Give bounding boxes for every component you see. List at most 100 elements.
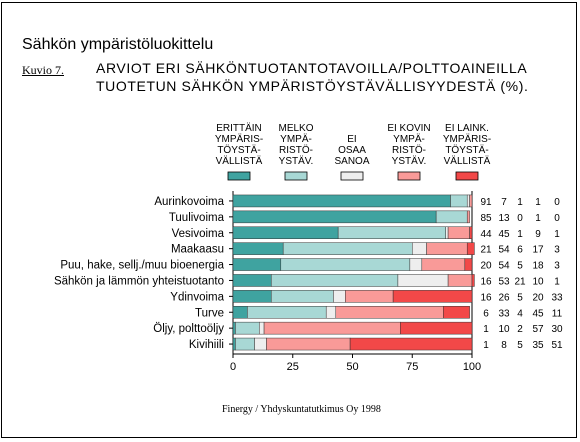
data-label-r5-s1: 53: [498, 276, 510, 287]
bar-segment-r7-s2: [325, 306, 337, 319]
data-label-r0-s1: 7: [501, 197, 507, 208]
bar-segment-r1-s1: [435, 210, 468, 224]
legend-swatch-4: [455, 171, 479, 181]
data-label-r3-s1: 54: [498, 245, 510, 256]
data-label-r7-s1: 33: [498, 308, 510, 319]
chart-frame: [1, 2, 577, 438]
data-label-r0-s0: 91: [480, 197, 492, 208]
bar-segment-r5-s1: [270, 274, 399, 287]
data-label-r3-s4: 3: [554, 245, 560, 256]
bar-segment-r3-s3: [426, 242, 468, 255]
category-label-4: Puu, hake, sellj./muu bioenergia: [60, 260, 224, 272]
data-label-r7-s3: 45: [532, 308, 544, 319]
data-label-r0-s3: 1: [535, 197, 541, 208]
bar-segment-r3-s4: [466, 242, 475, 255]
data-label-r1-s1: 13: [498, 213, 510, 224]
legend-label-2-2: SANOA: [334, 156, 369, 167]
data-label-r5-s0: 16: [480, 276, 492, 287]
legend-label-0-1: YMPÄRIS-: [215, 133, 263, 145]
chart-subtitle-line-2: TUOTETUN SÄHKÖN YMPÄRISTÖYSTÄVÄLLISYYDES…: [96, 78, 529, 94]
data-label-r6-s1: 26: [498, 292, 510, 303]
bar-segment-r6-s1: [270, 290, 334, 303]
bar-segment-r4-s3: [421, 258, 466, 271]
bar-segment-r5-s3: [447, 274, 473, 287]
x-tick-label-4: 100: [463, 361, 481, 373]
bar-segment-r4-s0: [232, 258, 282, 271]
bar-segment-r8-s0: [232, 321, 236, 335]
data-label-r3-s3: 17: [532, 245, 544, 256]
bar-segment-r0-s0: [232, 194, 451, 208]
bar-segment-r6-s3: [345, 290, 394, 303]
data-label-r8-s2: 2: [517, 324, 523, 335]
legend-label-1-0: MELKO: [278, 123, 313, 134]
chart-subtitle-line-1: ARVIOT ERI SÄHKÖNTUOTANTOTAVOILLA/POLTTO…: [96, 60, 528, 76]
bar-segment-r1-s0: [232, 210, 437, 224]
legend-label-1-2: RISTÖ-: [279, 144, 313, 156]
figure-label: Kuvio 7.: [22, 63, 64, 77]
data-label-r4-s4: 3: [554, 261, 560, 272]
category-label-6: Ydinvoima: [170, 291, 224, 303]
data-label-r2-s4: 1: [554, 229, 560, 240]
bar-segment-r9-s1: [235, 337, 255, 351]
data-label-r2-s3: 9: [535, 229, 541, 240]
bar-segment-r9-s3: [266, 337, 351, 351]
bar-segment-r0-s3: [469, 194, 473, 208]
data-label-r8-s4: 30: [551, 324, 563, 335]
data-label-r6-s4: 33: [551, 292, 563, 303]
bar-segment-r7-s3: [335, 306, 444, 319]
data-label-r7-s2: 4: [517, 308, 523, 319]
bar-segment-r9-s2: [254, 337, 267, 351]
data-label-r7-s4: 11: [552, 308, 563, 319]
bar-segment-r2-s0: [232, 226, 339, 239]
bar-segment-r0-s2: [466, 194, 470, 208]
bar-segment-r5-s4: [471, 274, 475, 287]
bar-segment-r3-s0: [232, 242, 284, 255]
data-label-r1-s3: 1: [535, 213, 541, 224]
data-label-r4-s3: 18: [532, 261, 544, 272]
legend-label-3-1: YMPÄ-: [393, 133, 425, 145]
legend-label-3-0: EI KOVIN: [387, 123, 430, 134]
legend-label-4-3: VÄLLISTÄ: [444, 155, 491, 167]
bar-segment-r7-s0: [232, 306, 248, 319]
data-label-r5-s4: 1: [554, 276, 560, 287]
legend-label-4-0: EI LAINK.: [445, 123, 489, 134]
data-label-r4-s2: 5: [517, 261, 523, 272]
data-label-r1-s0: 85: [480, 213, 492, 224]
category-label-1: Tuulivoima: [169, 212, 225, 224]
category-label-0: Aurinkovoima: [154, 196, 224, 208]
data-label-r8-s3: 57: [532, 324, 544, 335]
legend-label-2-0: EI: [347, 134, 356, 145]
data-label-r9-s2: 5: [517, 340, 523, 351]
data-label-r9-s4: 51: [551, 340, 563, 351]
legend-label-1-1: YMPÄ-: [280, 133, 312, 145]
data-label-r9-s1: 8: [501, 340, 507, 351]
legend-label-0-2: TÖYSTÄ-: [217, 144, 260, 156]
bar-segment-r4-s4: [464, 258, 473, 271]
data-label-r6-s3: 20: [532, 292, 544, 303]
bar-segment-r8-s4: [400, 321, 473, 335]
category-label-3: Maakaasu: [171, 244, 224, 256]
legend-label-2-1: OSAA: [338, 145, 366, 156]
bar-segment-r1-s3: [466, 210, 470, 224]
bar-segment-r6-s4: [392, 290, 473, 303]
source-note: Finergy / Yhdyskuntatutkimus Oy 1998: [222, 404, 381, 415]
legend-label-3-3: YSTÄV.: [392, 155, 427, 167]
bar-segment-r2-s1: [337, 226, 446, 239]
legend-swatch-2: [340, 171, 364, 181]
data-label-r3-s2: 6: [517, 245, 523, 256]
legend-swatch-3: [397, 171, 421, 181]
data-label-r4-s0: 20: [480, 261, 492, 272]
category-label-5: Sähkön ja lämmön yhteistuotanto: [54, 275, 224, 287]
bar-segment-r5-s2: [397, 274, 449, 287]
bar-segment-r9-s0: [232, 337, 236, 351]
bar-segment-r0-s1: [450, 194, 468, 208]
x-tick-label-2: 50: [346, 361, 358, 373]
legend-label-4-1: YMPÄRIS-: [443, 133, 491, 145]
bar-segment-r6-s2: [333, 290, 346, 303]
bar-segment-r2-s4: [469, 226, 473, 239]
category-label-2: Vesivoima: [172, 228, 225, 240]
bar-segment-r6-s0: [232, 290, 272, 303]
bar-segment-r8-s3: [263, 321, 401, 335]
data-label-r0-s2: 1: [517, 197, 523, 208]
